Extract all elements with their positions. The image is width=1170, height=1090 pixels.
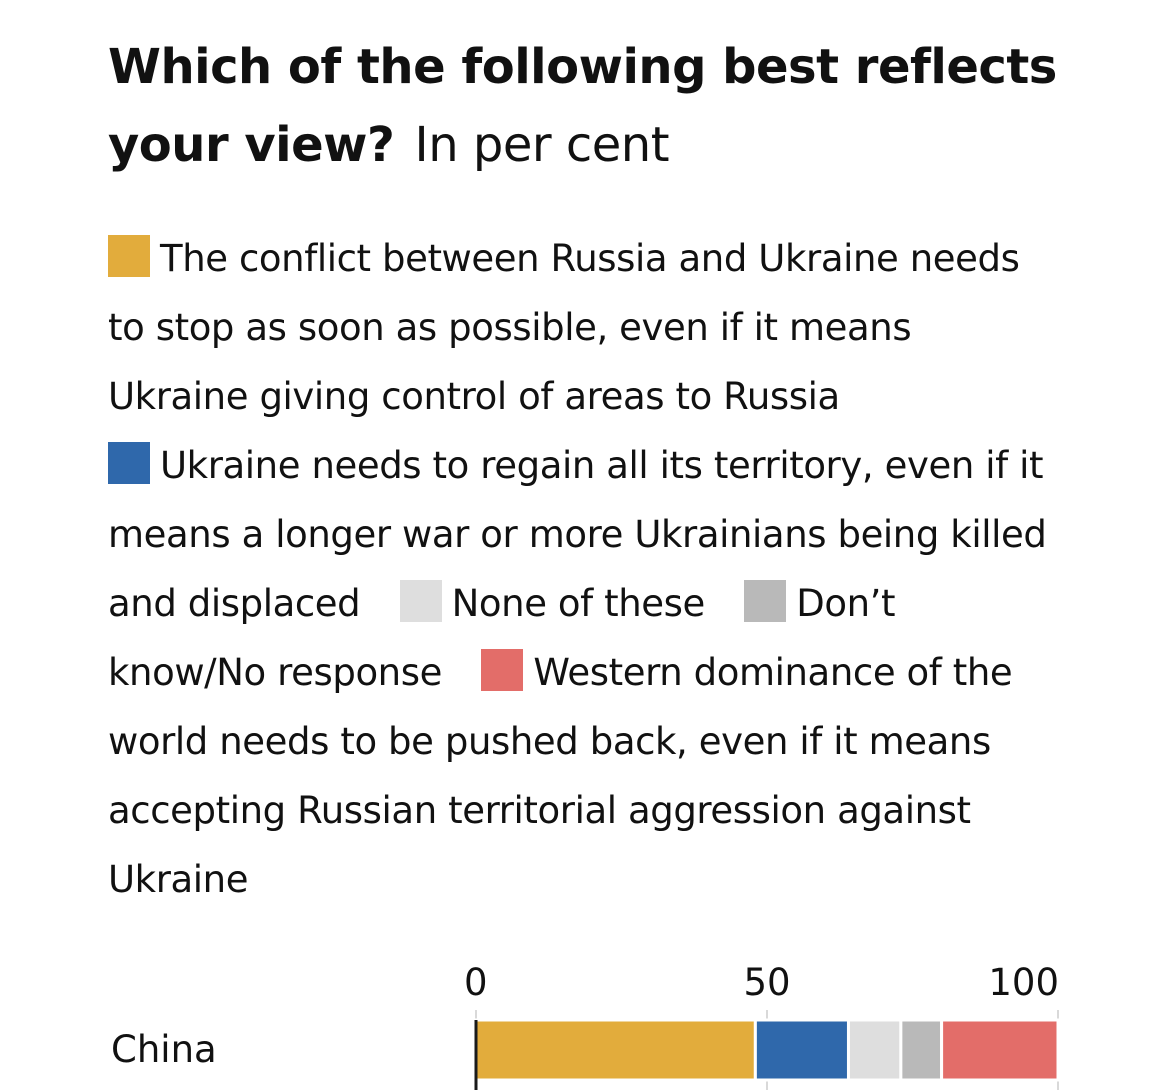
legend-swatch-stop-asap <box>108 235 150 277</box>
x-tick-label-50: 50 <box>743 961 790 1004</box>
legend-swatch-dont-know <box>744 580 787 622</box>
legend-label-regain-territory: Ukraine needs to regain all its territor… <box>108 444 1047 625</box>
x-tick-label-0: 0 <box>464 961 488 1004</box>
legend-swatch-regain-territory <box>108 442 150 484</box>
chart-question: Which of the following best reflects you… <box>108 39 1057 173</box>
legend-swatch-none <box>399 580 442 622</box>
legend-label-dont-know: Don’t know/No response <box>108 582 896 694</box>
legend-label-western-dominance: Western dominance of the world needs to … <box>108 651 1013 901</box>
x-tick-label-100: 100 <box>988 961 1059 1004</box>
bar-segment-dont-know <box>899 1018 944 1082</box>
legend: The conflict between Russia and Ukraine … <box>108 224 1058 914</box>
stacked-bar-chart: 0 50 100 China <box>0 940 1170 1090</box>
legend-label-stop-asap: The conflict between Russia and Ukraine … <box>108 237 1020 418</box>
bar-segment-regain-territory <box>753 1018 850 1082</box>
chart-title: Which of the following best reflects you… <box>108 28 1068 184</box>
chart-svg: 0 50 100 China <box>111 961 1060 1090</box>
bar-segment-stop-asap <box>474 1018 757 1082</box>
chart-unit: In per cent <box>414 117 670 173</box>
category-label: China <box>111 1028 217 1071</box>
bar-segment-western-dominance <box>940 1018 1060 1082</box>
bar-segment-none <box>846 1018 903 1082</box>
legend-label-none: None of these <box>451 582 706 625</box>
legend-swatch-western-dominance <box>481 649 524 691</box>
